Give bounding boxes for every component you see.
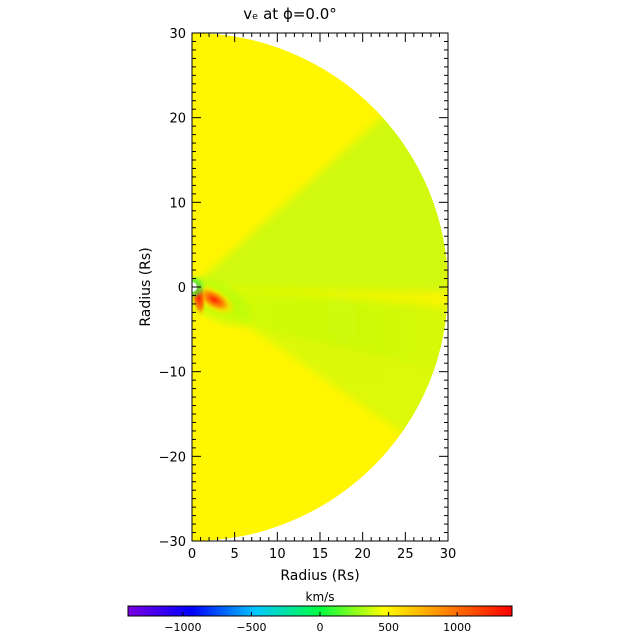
colorbar-tick-label: −500 bbox=[236, 621, 266, 634]
velocity-field bbox=[192, 33, 448, 541]
x-tick-label: 0 bbox=[188, 547, 196, 562]
chart-title: vₑ at ϕ=0.0° bbox=[243, 5, 337, 23]
y-tick-label: 10 bbox=[169, 196, 186, 211]
streamer-band bbox=[192, 281, 448, 376]
x-tick-label: 10 bbox=[269, 547, 286, 562]
x-tick-label: 25 bbox=[397, 547, 414, 562]
y-tick-label: −20 bbox=[159, 450, 186, 465]
x-tick-label: 20 bbox=[354, 547, 371, 562]
axes: 0 5 10 15 20 25 30 −30 −20 −10 0 10 20 30 bbox=[159, 27, 457, 562]
x-tick-label: 15 bbox=[312, 547, 329, 562]
y-axis-label: Radius (Rs) bbox=[138, 247, 154, 326]
y-tick-label: 0 bbox=[178, 281, 186, 296]
y-tick-label: 30 bbox=[169, 27, 186, 42]
colorbar-tick-label: −1000 bbox=[164, 621, 201, 634]
x-axis-label: Radius (Rs) bbox=[280, 568, 359, 584]
colorbar-ticks: −1000 −500 0 500 1000 bbox=[164, 612, 471, 634]
y-tick-label: 20 bbox=[169, 112, 186, 127]
x-tick-label: 5 bbox=[231, 547, 239, 562]
y-tick-label: −10 bbox=[159, 366, 186, 381]
colorbar-tick-label: 500 bbox=[378, 621, 399, 634]
colorbar-tick-label: 0 bbox=[317, 621, 324, 634]
colorbar-tick-label: 1000 bbox=[443, 621, 471, 634]
colorbar-label: km/s bbox=[306, 590, 335, 604]
y-tick-label: −30 bbox=[159, 535, 186, 550]
x-tick-label: 30 bbox=[440, 547, 457, 562]
